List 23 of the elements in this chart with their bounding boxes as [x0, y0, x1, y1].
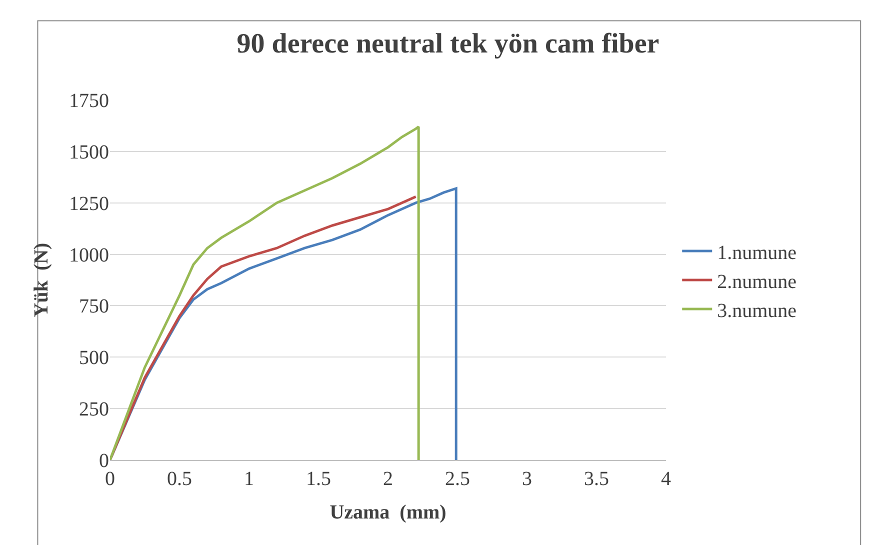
x-tick-label: 3.5: [584, 468, 609, 490]
x-axis-title: Uzama (mm): [330, 502, 446, 524]
y-tick-label: 1500: [69, 141, 109, 164]
y-tick-label: 750: [79, 296, 109, 318]
x-tick-label: 2: [383, 468, 393, 490]
y-tick-label: 500: [79, 347, 109, 370]
y-tick-label: 0: [99, 450, 109, 472]
x-tick-label: 4: [661, 468, 671, 490]
y-axis-title: Yük (N): [30, 242, 52, 318]
x-tick-label: 3: [522, 468, 532, 490]
y-tick-label: 250: [79, 398, 109, 421]
x-tick-label: 1: [244, 468, 254, 490]
y-tick-label: 1750: [69, 90, 109, 112]
y-tick-label: 1000: [69, 244, 109, 266]
legend-label: 3.numune: [717, 300, 797, 322]
legend-label: 1.numune: [717, 242, 797, 264]
y-tick-label: 1250: [69, 192, 109, 215]
x-tick-label: 2.5: [445, 468, 470, 490]
x-tick-label: 0.5: [167, 468, 192, 490]
legend-label: 2.numune: [717, 270, 797, 293]
line-series: [110, 125, 420, 460]
chart-title: 90 derece neutral tek yön cam fiber: [236, 28, 660, 60]
x-tick-label: 1.5: [306, 468, 331, 490]
